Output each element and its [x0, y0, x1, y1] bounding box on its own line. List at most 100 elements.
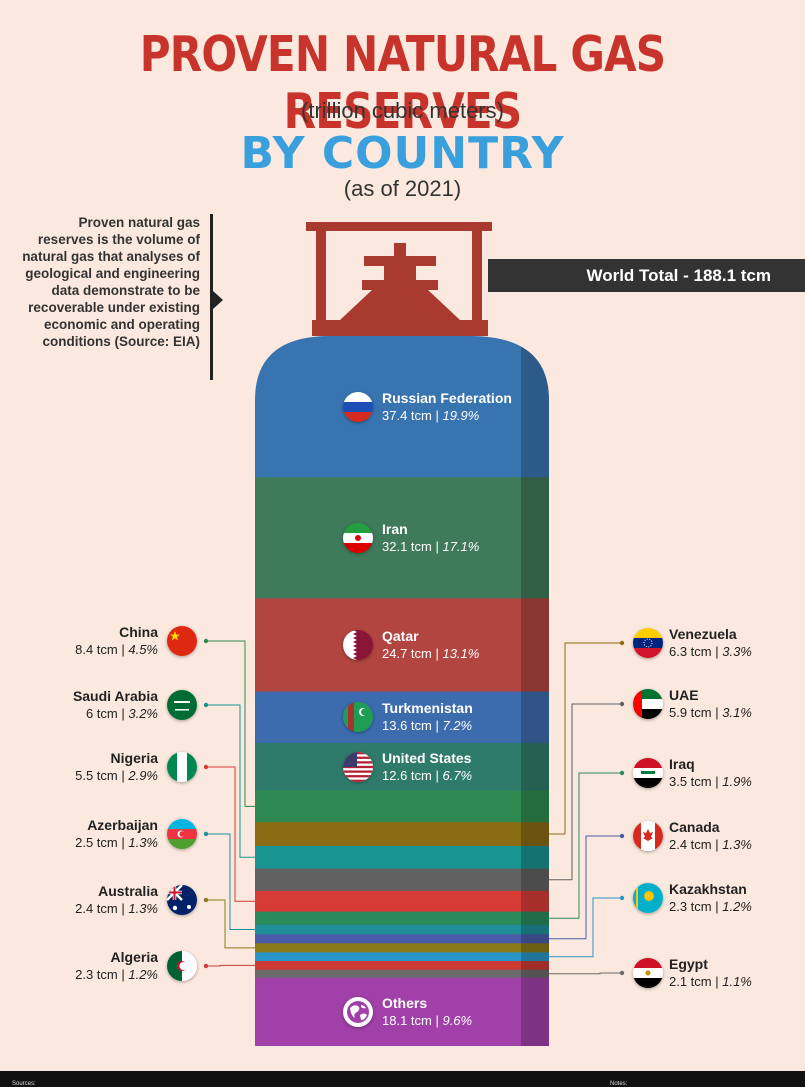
data-label: Algeria 2.3 tcm | 1.2% [40, 949, 158, 983]
band-shade [521, 961, 549, 971]
as-of-date: (as of 2021) [343, 176, 462, 201]
band-others [255, 977, 521, 1046]
qatar-flag [343, 629, 373, 660]
percent-label: 1.2% [128, 967, 158, 982]
iraq-flag [633, 758, 663, 788]
leader-line [206, 964, 255, 967]
value-separator: | [431, 767, 443, 783]
value-line: 2.1 tcm | 1.1% [669, 973, 789, 990]
note-divider [210, 214, 213, 380]
percent-label: 1.1% [722, 974, 752, 989]
country-name: Nigeria [110, 750, 158, 766]
russia-flag [343, 391, 373, 422]
leader-line [206, 704, 255, 858]
value-label: 12.6 tcm [382, 767, 432, 783]
value-label: 2.5 tcm [75, 835, 118, 850]
value-separator: | [431, 1012, 443, 1028]
band-shade [521, 691, 549, 744]
country-name: Saudi Arabia [72, 688, 158, 704]
country-name: Kazakhstan [669, 881, 747, 897]
percent-label: 1.3% [128, 901, 158, 916]
value-label: 2.3 tcm [669, 899, 712, 914]
leader-dot [619, 970, 625, 976]
leader-dot [203, 963, 209, 969]
uae-flag [633, 689, 663, 719]
value-label: 2.1 tcm [669, 974, 712, 989]
band-shade [521, 822, 549, 847]
percent-label: 7.2% [442, 718, 473, 734]
country-name: Canada [669, 819, 720, 835]
value-label: 5.9 tcm [669, 705, 712, 720]
band-venezuela [255, 822, 521, 847]
data-label: Iraq 3.5 tcm | 1.9% [669, 756, 789, 790]
data-label: Qatar 24.7 tcm | 13.1% [382, 628, 552, 662]
value-line: 2.3 tcm | 1.2% [40, 966, 158, 983]
data-label: Nigeria 5.5 tcm | 2.9% [40, 750, 158, 784]
leader-line [549, 703, 622, 881]
value-line: 18.1 tcm | 9.6% [382, 1012, 552, 1029]
value-line: 5.5 tcm | 2.9% [40, 767, 158, 784]
band-iran [255, 477, 521, 599]
value-separator: | [117, 768, 129, 783]
turkmenistan-flag [343, 702, 373, 733]
canada-flag [633, 821, 663, 851]
value-label: 2.4 tcm [75, 901, 118, 916]
data-label: UAE 5.9 tcm | 3.1% [669, 687, 789, 721]
band-qatar [255, 598, 521, 693]
data-label: Venezuela 6.3 tcm | 3.3% [669, 626, 789, 660]
value-separator: | [711, 644, 723, 659]
percent-label: 13.1% [442, 645, 480, 661]
data-label: Others 18.1 tcm | 9.6% [382, 995, 552, 1029]
percent-label: 3.1% [722, 705, 752, 720]
percent-label: 3.3% [722, 644, 752, 659]
country-name: UAE [669, 687, 699, 703]
percent-label: 1.3% [128, 835, 158, 850]
percent-label: 1.2% [722, 899, 752, 914]
value-label: 8.4 tcm [75, 642, 118, 657]
nigeria-flag [167, 752, 197, 782]
value-line: 2.5 tcm | 1.3% [40, 834, 158, 851]
percent-label: 1.9% [722, 774, 752, 789]
country-name: Egypt [669, 956, 708, 972]
data-label: Saudi Arabia 6 tcm | 3.2% [40, 688, 158, 722]
leader-dot [203, 764, 209, 770]
value-line: 37.4 tcm | 19.9% [382, 407, 552, 424]
leader-line [206, 899, 255, 949]
data-label: Russian Federation 37.4 tcm | 19.9% [382, 390, 552, 424]
band-shade [521, 911, 549, 926]
value-line: 6 tcm | 3.2% [40, 705, 158, 722]
data-label: Australia 2.4 tcm | 1.3% [40, 883, 158, 917]
globe-icon [343, 996, 373, 1027]
band-shade [521, 977, 549, 1046]
value-separator: | [117, 901, 129, 916]
band-kazakhstan [255, 952, 521, 962]
band-united-states [255, 742, 521, 792]
percent-label: 4.5% [128, 642, 158, 657]
value-line: 8.4 tcm | 4.5% [40, 641, 158, 658]
kazakhstan-flag [633, 883, 663, 913]
band-canada [255, 934, 521, 944]
value-separator: | [711, 974, 723, 989]
band-shade [521, 845, 549, 870]
leader-dot [619, 895, 625, 901]
data-label: Azerbaijan 2.5 tcm | 1.3% [40, 817, 158, 851]
leader-line [206, 833, 255, 931]
band-china [255, 790, 521, 823]
value-line: 6.3 tcm | 3.3% [669, 643, 789, 660]
leader-line [549, 642, 622, 835]
band-nigeria [255, 890, 521, 913]
data-label: Egypt 2.1 tcm | 1.1% [669, 956, 789, 990]
page-subtitle: (trillion cubic meters) [301, 98, 504, 123]
leader-dot [619, 833, 625, 839]
leader-dot [203, 702, 209, 708]
cylinder-body [255, 336, 549, 1046]
band-shade [521, 952, 549, 962]
leader-line [206, 766, 255, 902]
band-australia [255, 943, 521, 953]
egypt-flag [633, 958, 663, 988]
value-separator: | [117, 642, 129, 657]
value-line: 24.7 tcm | 13.1% [382, 645, 552, 662]
footer-sources: Sources: [12, 1081, 36, 1087]
value-line: 3.5 tcm | 1.9% [669, 773, 789, 790]
data-label: Iran 32.1 tcm | 17.1% [382, 521, 552, 555]
